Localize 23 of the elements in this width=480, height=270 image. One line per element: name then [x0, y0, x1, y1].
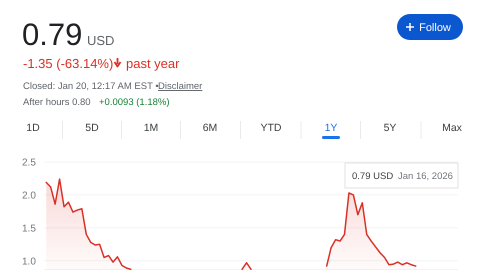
y-tick-label: 1.0 — [22, 256, 36, 268]
y-tick-label: 2.5 — [22, 158, 36, 168]
chart-title: 0.79 — [22, 17, 82, 52]
annotation: Jan 16, 2026 — [398, 171, 453, 182]
text: 5Y — [384, 122, 396, 134]
text: -1.35 (-63.14%) — [23, 56, 114, 71]
y-tick-label: 2.0 — [22, 190, 36, 202]
text: 1Y — [324, 122, 338, 134]
text: 6M — [202, 122, 218, 134]
text: Closed: Jan 20, 12:17 AM EST • — [23, 81, 159, 92]
text: 1D — [26, 122, 40, 134]
text: 5D — [85, 122, 100, 134]
text: past year — [126, 56, 180, 71]
text: Follow — [419, 22, 451, 34]
annotation: 0.79 USD — [352, 171, 394, 182]
y-tick-label: 1.5 — [22, 223, 36, 234]
text: +0.0093 (1.18%) — [99, 97, 170, 108]
text: Disclaimer — [158, 81, 202, 92]
text: YTD — [260, 122, 282, 134]
text: After hours 0.80 — [23, 97, 91, 108]
text: USD — [87, 33, 114, 48]
text: Max — [442, 122, 463, 134]
text: 1M — [144, 122, 158, 134]
